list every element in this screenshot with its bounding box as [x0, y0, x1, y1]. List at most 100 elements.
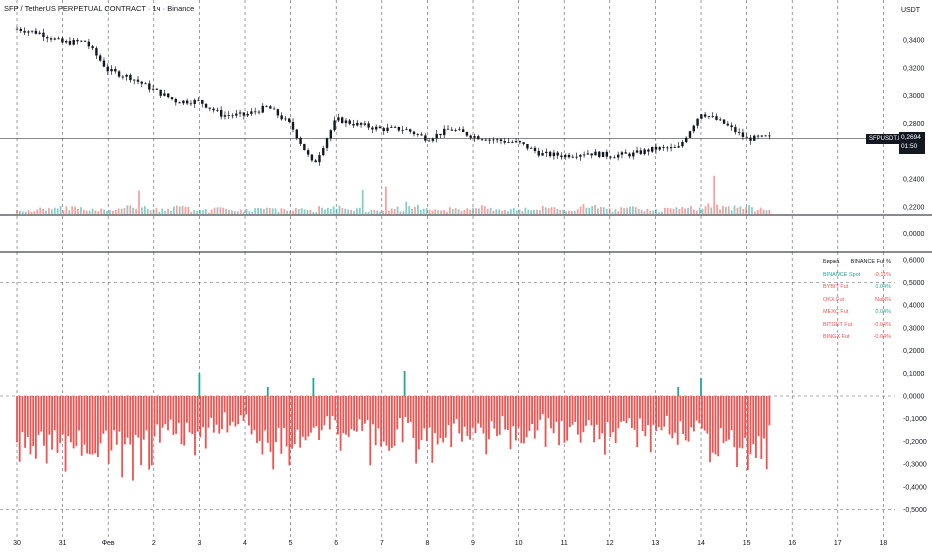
price-candle-body [719, 119, 722, 121]
price-candle-body [700, 114, 703, 119]
price-candle-body [533, 147, 537, 152]
funding-bar [404, 396, 407, 417]
funding-bar [609, 396, 612, 437]
funding-bar [61, 396, 64, 435]
volume-bar [120, 208, 123, 214]
volume-bar [213, 207, 216, 214]
funding-bar [728, 396, 730, 440]
price-candle-body [669, 147, 673, 149]
volume-bar [608, 208, 611, 214]
price-candle-body [658, 147, 661, 150]
funding-bar [264, 396, 267, 431]
volume-bar [222, 207, 225, 214]
funding-bar [455, 396, 458, 419]
volume-bar [475, 208, 477, 214]
funding-bar [541, 396, 544, 415]
price-candle-body [692, 125, 695, 132]
funding-bar [167, 396, 169, 431]
volume-bar [289, 211, 291, 214]
volume-bar [402, 211, 405, 214]
price-candle-body [235, 113, 238, 116]
funding-bar [649, 396, 652, 453]
funding-bar [272, 396, 275, 470]
funding-bar [34, 396, 37, 459]
funding-bar [555, 396, 558, 422]
volume-bar [687, 207, 689, 214]
price-candle-body [280, 115, 283, 120]
volume-bar [36, 209, 39, 214]
price-candle-body [352, 123, 355, 126]
funding-bar [382, 396, 385, 442]
price-candle-body [38, 32, 41, 34]
price-candle-body [242, 112, 246, 116]
volume-bar [364, 211, 367, 214]
price-candle-body [764, 135, 767, 137]
volume-bar [100, 208, 103, 214]
volume-bar [111, 210, 114, 214]
funding-bar [692, 396, 695, 432]
price-candle-body [526, 144, 529, 149]
price-candle-body [322, 148, 325, 156]
price-candle-body [548, 151, 552, 157]
price-candle-body [409, 129, 412, 132]
price-candle-body [734, 127, 737, 133]
funding-bar [97, 396, 99, 458]
funding-bar [301, 396, 304, 437]
funding-bar [725, 396, 728, 442]
volume-bar [713, 175, 716, 214]
volume-bar [260, 208, 262, 214]
volume-bar [117, 208, 120, 214]
funding-bar [199, 396, 202, 438]
volume-bar [579, 206, 582, 214]
price-candle-body [552, 152, 556, 157]
x-tick-label: 14 [697, 540, 705, 547]
volume-bar [265, 207, 268, 214]
volume-bar [376, 210, 379, 214]
funding-bar [434, 396, 436, 434]
price-candle-body [310, 154, 314, 161]
volume-bar [681, 207, 684, 214]
funding-bar [198, 373, 201, 396]
funding-bar [752, 396, 755, 445]
funding-bar [26, 396, 29, 438]
funding-bar [560, 396, 563, 421]
volume-bar [233, 210, 236, 214]
price-candle-body [61, 38, 64, 43]
price-candle-body [208, 107, 212, 109]
volume-bar [355, 208, 358, 214]
volume-bar [602, 207, 605, 214]
exchange-table-header: Биржа BINANCE Fut % [823, 256, 891, 269]
price-candle-body [420, 134, 423, 136]
volume-bar [582, 204, 585, 214]
funding-bar [269, 396, 272, 452]
volume-bar [39, 207, 42, 214]
price-candle-body [741, 132, 745, 137]
funding-bar [250, 396, 253, 435]
funding-bar [277, 396, 280, 428]
funding-bar [431, 396, 434, 463]
volume-bar [80, 207, 82, 214]
volume-bar [114, 209, 117, 214]
price-candle-body [148, 83, 151, 90]
volume-bar [716, 204, 719, 214]
volume-bar [440, 210, 443, 214]
funding-bar [469, 396, 471, 440]
volume-bar [82, 209, 85, 214]
funding-bar [204, 396, 207, 449]
funding-bar [126, 396, 129, 438]
price-candle-body [541, 153, 544, 156]
volume-bar [379, 211, 382, 214]
volume-bar [643, 211, 646, 214]
price-candle-body [530, 147, 533, 149]
exchange-name: MEXC Fut [823, 309, 849, 316]
funding-bar [641, 396, 644, 432]
volume-bar [565, 211, 567, 214]
price-candle-body [393, 126, 397, 128]
funding-bar [587, 396, 590, 421]
price-candle-body [639, 150, 643, 154]
volume-bar [530, 210, 533, 214]
funding-bar [601, 396, 604, 434]
volume-bar [335, 208, 338, 214]
funding-bar [515, 396, 517, 441]
price-candle-body [461, 129, 465, 133]
